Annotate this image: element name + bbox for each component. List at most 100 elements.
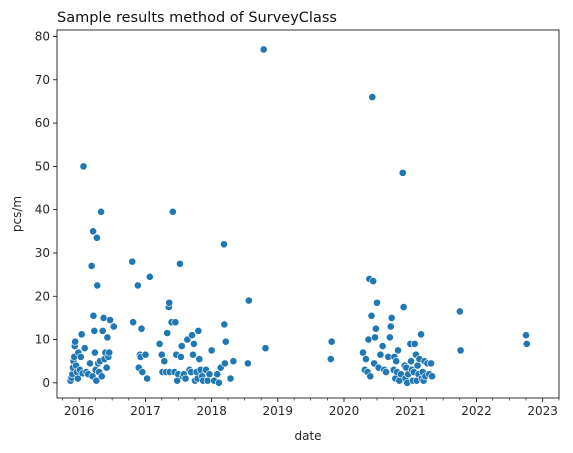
data-point xyxy=(387,314,396,322)
data-point xyxy=(220,359,229,368)
data-point xyxy=(226,374,235,383)
y-tick-label: 20 xyxy=(35,289,50,303)
data-point xyxy=(71,337,80,346)
data-point xyxy=(427,359,435,368)
data-point xyxy=(456,346,465,355)
x-tick-label: 2019 xyxy=(263,404,294,418)
data-point xyxy=(407,357,415,366)
data-point xyxy=(221,337,230,346)
data-point xyxy=(385,333,394,342)
data-point xyxy=(87,262,96,270)
y-tick-label: 50 xyxy=(35,159,50,173)
data-point xyxy=(371,324,380,333)
data-point xyxy=(364,335,373,344)
y-axis-label: pcs/m xyxy=(10,196,24,232)
data-point xyxy=(90,348,99,357)
x-tick-label: 2022 xyxy=(461,404,492,418)
data-point xyxy=(73,374,82,383)
data-point xyxy=(137,324,146,333)
data-point xyxy=(86,359,94,368)
y-tick-label: 10 xyxy=(35,333,50,347)
data-point xyxy=(143,374,152,383)
data-point xyxy=(97,207,105,216)
data-point xyxy=(171,318,180,327)
x-tick-label: 2021 xyxy=(395,404,426,418)
x-tick-label: 2018 xyxy=(196,404,227,418)
x-axis-label: date xyxy=(294,429,321,443)
data-point xyxy=(109,322,118,331)
data-point xyxy=(376,350,385,359)
data-point xyxy=(103,333,112,342)
data-point xyxy=(368,93,377,102)
data-point xyxy=(207,346,216,355)
scatter-points xyxy=(66,45,531,387)
data-point xyxy=(189,339,198,348)
data-point xyxy=(367,311,376,320)
data-point xyxy=(105,348,114,357)
data-point xyxy=(79,162,88,171)
data-point xyxy=(176,259,184,268)
data-point xyxy=(163,329,172,337)
data-point xyxy=(92,233,101,242)
data-point xyxy=(522,331,530,340)
data-point xyxy=(80,344,89,353)
x-tick-label: 2017 xyxy=(130,404,161,418)
data-point xyxy=(102,363,111,372)
data-point xyxy=(362,355,370,363)
data-point xyxy=(261,344,270,353)
data-point xyxy=(155,339,164,348)
data-point xyxy=(129,318,138,327)
data-point xyxy=(417,330,425,339)
data-point xyxy=(386,322,395,331)
data-point xyxy=(399,303,408,311)
data-point xyxy=(371,333,379,342)
data-point xyxy=(89,311,98,320)
data-point xyxy=(157,350,166,359)
x-tick-label: 2016 xyxy=(64,404,95,418)
data-point xyxy=(373,298,381,307)
data-point xyxy=(220,320,229,329)
y-axis: 0 10 20 30 40 50 60 70 80 xyxy=(35,29,57,390)
x-tick-label: 2023 xyxy=(527,404,558,418)
y-tick-label: 30 xyxy=(35,246,50,260)
y-tick-label: 0 xyxy=(42,376,50,390)
data-point xyxy=(160,357,169,366)
data-point xyxy=(413,361,422,370)
data-point xyxy=(229,357,238,366)
data-point xyxy=(205,370,214,379)
data-point xyxy=(382,368,390,376)
data-point xyxy=(195,355,204,363)
data-point xyxy=(128,257,137,266)
x-axis: 2016 2017 2018 2019 2020 2021 2022 2023 xyxy=(62,398,560,418)
data-point xyxy=(145,272,154,281)
data-point xyxy=(369,277,378,286)
y-tick-label: 60 xyxy=(35,116,50,130)
data-point xyxy=(189,350,197,359)
data-point xyxy=(214,378,223,387)
data-point xyxy=(98,326,107,335)
data-point xyxy=(213,370,222,379)
data-point xyxy=(76,352,85,361)
y-tick-label: 80 xyxy=(35,29,50,43)
data-point xyxy=(327,337,336,346)
data-point xyxy=(259,45,268,54)
data-point xyxy=(181,374,190,383)
data-point xyxy=(168,207,177,216)
plot-frame xyxy=(56,29,560,399)
data-point xyxy=(428,372,436,381)
data-point xyxy=(138,368,147,376)
data-point xyxy=(366,372,375,381)
data-point xyxy=(188,331,196,340)
data-point xyxy=(326,355,335,363)
data-point xyxy=(203,376,212,385)
y-tick-label: 70 xyxy=(35,73,50,87)
data-point xyxy=(410,339,419,348)
data-point xyxy=(92,376,101,385)
data-point xyxy=(194,326,203,335)
data-point xyxy=(97,372,106,381)
data-point xyxy=(106,316,115,324)
data-point xyxy=(244,359,252,368)
data-point xyxy=(455,307,464,316)
data-point xyxy=(522,339,531,348)
